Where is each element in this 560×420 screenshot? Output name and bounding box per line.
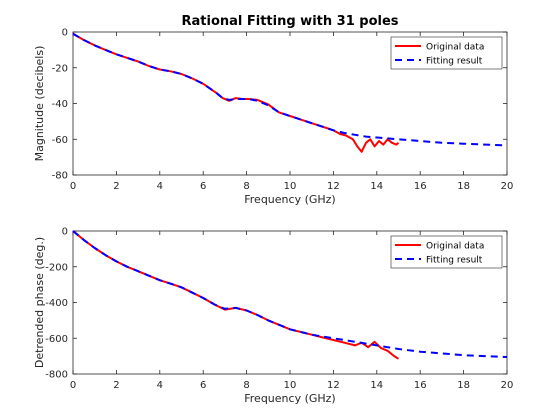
x-tick-label: 18 bbox=[457, 181, 470, 192]
x-tick-label: 12 bbox=[327, 181, 340, 192]
x-tick-label: 6 bbox=[200, 181, 206, 192]
series-line-original-data bbox=[72, 230, 400, 360]
y-tick-label: -80 bbox=[52, 171, 68, 182]
legend-entry: Original data bbox=[426, 43, 484, 53]
x-tick-label: 10 bbox=[284, 380, 297, 391]
y-tick-label: -800 bbox=[45, 370, 68, 381]
x-tick-label: 6 bbox=[200, 380, 206, 391]
y-axis-label: Magnitude (decibels) bbox=[33, 46, 46, 162]
x-tick-label: 4 bbox=[157, 380, 163, 391]
x-tick-label: 16 bbox=[414, 380, 427, 391]
x-tick-label: 8 bbox=[243, 380, 249, 391]
x-tick-label: 2 bbox=[113, 380, 119, 391]
x-tick-label: 14 bbox=[370, 181, 383, 192]
y-axis-label: Detrended phase (deg.) bbox=[33, 237, 46, 368]
x-tick-label: 10 bbox=[284, 181, 297, 192]
y-tick-label: -200 bbox=[45, 262, 68, 273]
y-tick-label: -600 bbox=[45, 334, 68, 345]
legend-box bbox=[390, 36, 503, 70]
magnitude-plot: 0 2 4 6 8 10 12 14 16 18 20 -80 -60 -40 -20 0 Frequency … bbox=[33, 28, 513, 207]
y-tick-label: -40 bbox=[52, 99, 68, 110]
legend-entry: Original data bbox=[426, 242, 484, 252]
x-tick-label: 12 bbox=[327, 380, 340, 391]
chart-title: Rational Fitting with 31 poles bbox=[181, 14, 398, 29]
y-tick-label: 0 bbox=[62, 227, 68, 238]
legend-box bbox=[390, 235, 503, 269]
legend-entry: Fitting result bbox=[426, 57, 483, 67]
legend-entry: Fitting result bbox=[426, 256, 483, 266]
y-tick-label: -60 bbox=[52, 135, 68, 146]
legend: Original data Fitting result bbox=[390, 36, 503, 70]
legend: Original data Fitting result bbox=[390, 235, 503, 269]
y-tick-label: -400 bbox=[45, 298, 68, 309]
series-line-fitting-result bbox=[72, 32, 508, 147]
x-tick-label: 0 bbox=[70, 181, 76, 192]
x-tick-label: 20 bbox=[501, 380, 514, 391]
phase-plot: 0 2 4 6 8 10 12 14 16 18 20 -800 -600 -400 -200 0 Freque… bbox=[33, 227, 513, 406]
y-tick-label: -20 bbox=[52, 63, 68, 74]
x-tick-label: 8 bbox=[243, 181, 249, 192]
x-tick-label: 2 bbox=[113, 181, 119, 192]
y-tick-label: 0 bbox=[62, 28, 68, 39]
x-axis-label: Frequency (GHz) bbox=[244, 392, 335, 405]
x-axis-label: Frequency (GHz) bbox=[244, 193, 335, 206]
x-tick-label: 16 bbox=[414, 181, 427, 192]
x-tick-label: 14 bbox=[370, 380, 383, 391]
x-tick-label: 4 bbox=[157, 181, 163, 192]
series-line-fitting-result bbox=[72, 230, 508, 358]
x-tick-label: 0 bbox=[70, 380, 76, 391]
x-tick-label: 20 bbox=[501, 181, 514, 192]
x-tick-label: 18 bbox=[457, 380, 470, 391]
